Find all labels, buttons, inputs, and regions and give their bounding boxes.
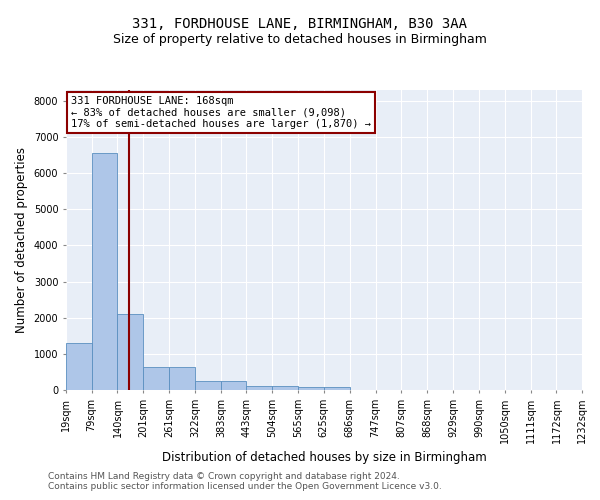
- Bar: [143, 366, 169, 390]
- Bar: [169, 367, 195, 390]
- Bar: [272, 386, 298, 390]
- Text: Contains HM Land Registry data © Crown copyright and database right 2024.: Contains HM Land Registry data © Crown c…: [48, 472, 400, 481]
- Bar: [324, 387, 350, 390]
- Bar: [247, 386, 272, 390]
- X-axis label: Distribution of detached houses by size in Birmingham: Distribution of detached houses by size …: [161, 452, 487, 464]
- Bar: [92, 154, 118, 390]
- Bar: [66, 342, 92, 390]
- Text: 331 FORDHOUSE LANE: 168sqm
← 83% of detached houses are smaller (9,098)
17% of s: 331 FORDHOUSE LANE: 168sqm ← 83% of deta…: [71, 96, 371, 129]
- Text: 331, FORDHOUSE LANE, BIRMINGHAM, B30 3AA: 331, FORDHOUSE LANE, BIRMINGHAM, B30 3AA: [133, 18, 467, 32]
- Text: Contains public sector information licensed under the Open Government Licence v3: Contains public sector information licen…: [48, 482, 442, 491]
- Text: Size of property relative to detached houses in Birmingham: Size of property relative to detached ho…: [113, 32, 487, 46]
- Y-axis label: Number of detached properties: Number of detached properties: [15, 147, 28, 333]
- Bar: [195, 381, 221, 390]
- Bar: [221, 382, 247, 390]
- Bar: [298, 387, 324, 390]
- Bar: [118, 314, 143, 390]
